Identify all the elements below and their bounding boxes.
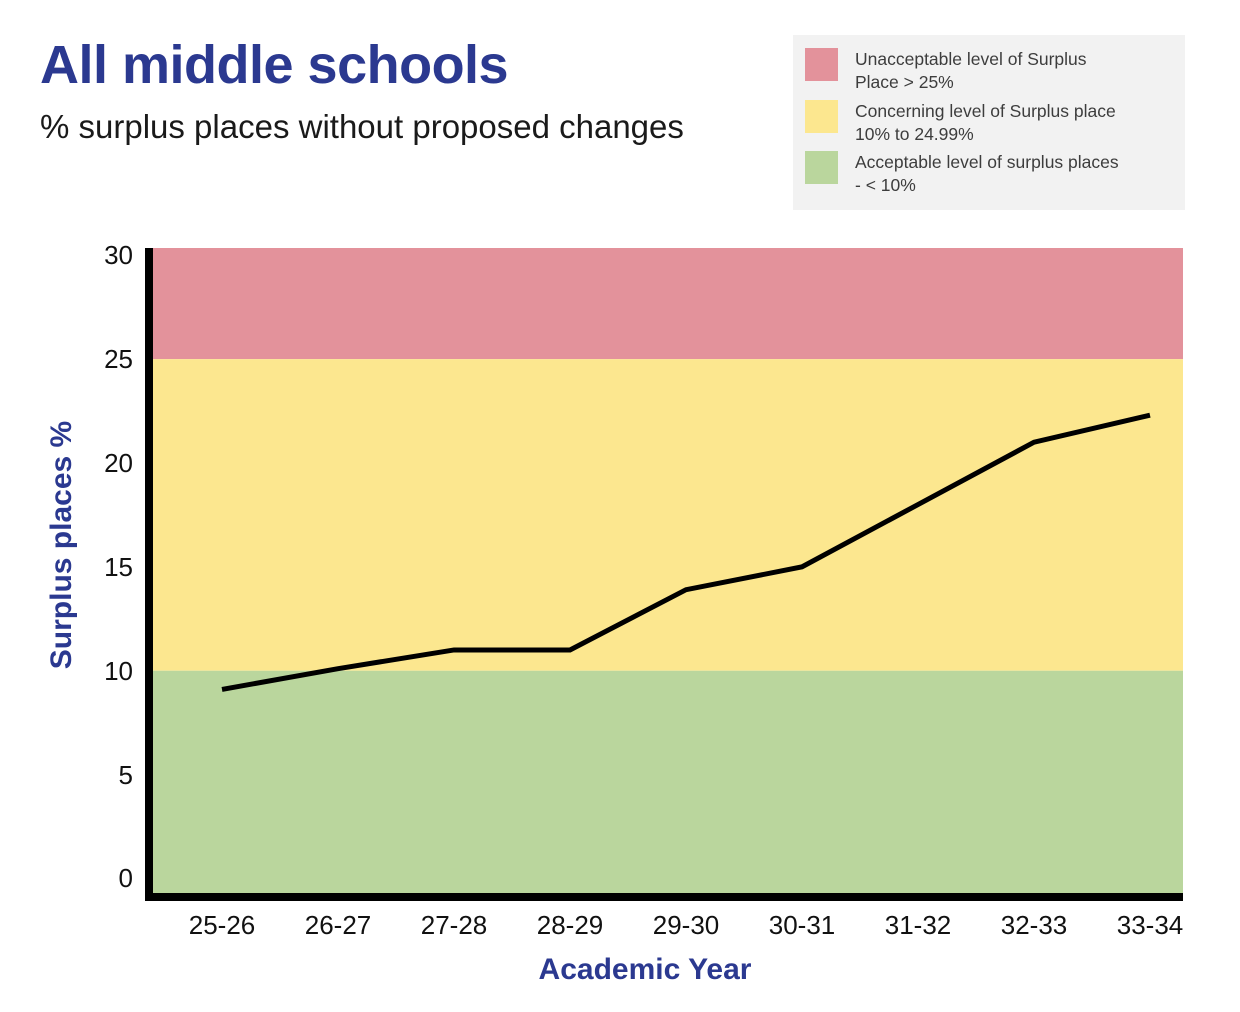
x-tick-label: 33-34 <box>1116 910 1184 940</box>
y-tick-label: 5 <box>118 759 133 790</box>
legend-swatch-unacceptable <box>805 48 838 81</box>
legend-label-line: 10% to 24.99% <box>855 123 974 144</box>
legend-item-acceptable: Acceptable level of surplus places - < 1… <box>805 151 1173 197</box>
x-tick-label: 25-26 <box>188 910 256 940</box>
x-tick-label: 26-27 <box>304 910 372 940</box>
x-tick-label: 31-32 <box>884 910 952 940</box>
band-unacceptable <box>153 248 1183 360</box>
legend-label-line: - < 10% <box>855 175 916 195</box>
legend-label-line: Unacceptable level of Surplus <box>855 49 1087 69</box>
y-tick-label: 0 <box>118 863 133 894</box>
band-acceptable <box>153 670 1183 893</box>
legend-label-line: Concerning level of Surplus place <box>855 100 1116 121</box>
legend-item-label: Unacceptable level of Surplus Place > 25… <box>855 48 1087 94</box>
x-tick-label: 29-30 <box>652 910 720 940</box>
y-axis-title: Surplus places % <box>45 420 78 670</box>
page-title: All middle schools <box>40 35 509 95</box>
x-tick-label: 27-28 <box>420 910 488 940</box>
x-tick-label: 30-31 <box>768 910 836 940</box>
page-subtitle: % surplus places without proposed change… <box>40 108 684 145</box>
legend-label-line: Place > 25% <box>855 72 954 92</box>
y-tick-label: 15 <box>104 551 133 582</box>
legend-swatch-acceptable <box>805 151 838 184</box>
legend-item-concerning: Concerning level of Surplus place 10% to… <box>805 99 1173 146</box>
y-tick-label: 30 <box>104 240 133 271</box>
x-axis-line <box>145 893 1183 901</box>
x-axis-title: Academic Year <box>538 953 752 986</box>
x-tick-label: 28-29 <box>536 910 604 940</box>
legend-item-unacceptable: Unacceptable level of Surplus Place > 25… <box>805 48 1173 94</box>
legend-item-label: Concerning level of Surplus place 10% to… <box>855 100 1116 146</box>
legend-label-line: Acceptable level of surplus places <box>855 152 1119 172</box>
y-axis-line <box>145 248 153 901</box>
y-tick-label: 20 <box>104 448 133 478</box>
threshold-bands <box>153 248 1183 893</box>
legend-swatch-concerning <box>805 99 838 133</box>
trend-line <box>221 412 1151 692</box>
band-concerning <box>153 359 1183 671</box>
legend-item-label: Acceptable level of surplus places - < 1… <box>855 151 1119 197</box>
y-tick-label: 25 <box>104 344 133 375</box>
y-tick-label: 10 <box>104 655 133 686</box>
x-tick-label: 32-33 <box>1000 910 1068 940</box>
legend: Unacceptable level of Surplus Place > 25… <box>793 35 1185 210</box>
